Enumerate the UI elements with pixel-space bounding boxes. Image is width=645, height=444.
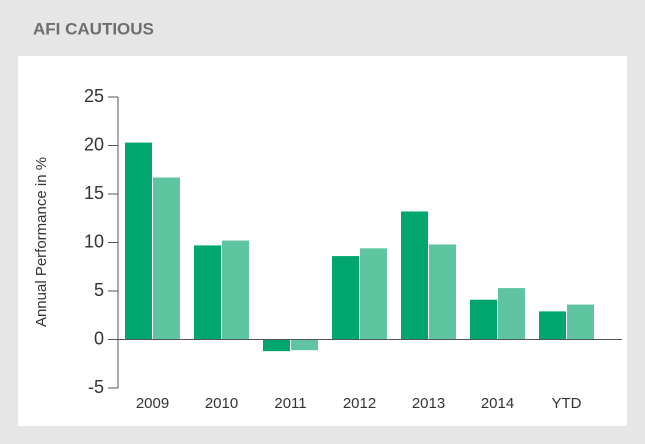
bar bbox=[401, 211, 428, 340]
bar bbox=[153, 177, 180, 340]
bar bbox=[222, 240, 249, 340]
bar bbox=[194, 245, 221, 340]
bar bbox=[360, 248, 387, 340]
bar bbox=[429, 244, 456, 340]
x-tick-label: YTD bbox=[552, 395, 582, 412]
bar bbox=[567, 304, 594, 340]
y-tick-label: 0 bbox=[94, 328, 104, 348]
y-tick-label: -5 bbox=[88, 377, 104, 397]
y-tick-label: 15 bbox=[84, 183, 104, 203]
bar bbox=[470, 299, 497, 340]
y-axis-label: Annual Performance in % bbox=[33, 157, 50, 327]
plot-panel bbox=[18, 56, 627, 426]
y-tick-label: 10 bbox=[84, 231, 104, 251]
bar bbox=[291, 339, 318, 351]
chart-title: AFI CAUTIOUS bbox=[33, 19, 154, 38]
bar bbox=[498, 288, 525, 340]
bar bbox=[125, 142, 152, 340]
x-tick-label: 2014 bbox=[481, 395, 514, 412]
bar bbox=[539, 311, 566, 340]
y-tick-label: 20 bbox=[84, 134, 104, 154]
bar bbox=[332, 256, 359, 340]
y-tick-label: 5 bbox=[94, 280, 104, 300]
x-tick-label: 2012 bbox=[343, 395, 376, 412]
x-tick-label: 2009 bbox=[136, 395, 169, 412]
x-tick-label: 2010 bbox=[205, 395, 238, 412]
x-tick-label: 2011 bbox=[274, 395, 306, 412]
x-tick-label: 2013 bbox=[412, 395, 445, 412]
bar bbox=[263, 339, 290, 352]
y-tick-label: 25 bbox=[84, 86, 104, 106]
